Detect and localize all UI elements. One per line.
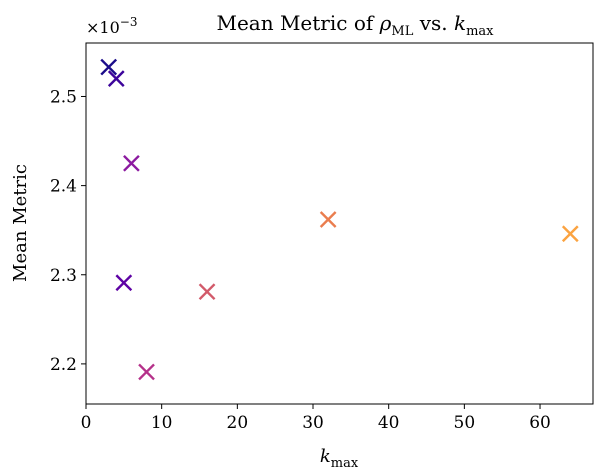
data-point (138, 363, 155, 381)
x-label-k: k (320, 446, 331, 467)
x-label-subscript: max (331, 456, 359, 470)
x-tick-label: 10 (151, 413, 173, 433)
data-point (198, 283, 216, 301)
y-tick-label: 2.4 (50, 177, 77, 197)
x-tick-label: 40 (378, 413, 400, 433)
y-tick-label: 2.5 (50, 87, 77, 107)
chart-title: Mean Metric of ρML vs. kmax (216, 11, 494, 39)
y-tick-label: 2.3 (50, 266, 77, 286)
y-offset-exponent: −3 (120, 15, 138, 29)
title-prefix: Mean Metric of (216, 11, 379, 35)
title-k-subscript: max (466, 24, 494, 39)
x-axis-ticks: 0 10 20 30 40 50 60 (81, 404, 551, 433)
data-points (100, 58, 579, 381)
title-middle: vs. (413, 11, 454, 35)
data-point (107, 70, 125, 88)
x-tick-label: 0 (81, 413, 92, 433)
y-offset-base: ×10 (86, 18, 120, 37)
x-tick-label: 50 (454, 413, 476, 433)
y-axis-offset-text: ×10−3 (86, 15, 137, 37)
title-rho-subscript: ML (391, 24, 413, 39)
plot-area-frame (85, 42, 594, 405)
x-tick-label: 60 (529, 413, 551, 433)
y-axis-ticks: 2.2 2.3 2.4 2.5 (50, 87, 86, 375)
x-tick-label: 20 (227, 413, 249, 433)
data-point (561, 225, 579, 243)
title-k: k (454, 11, 466, 35)
y-tick-label: 2.2 (50, 355, 77, 375)
y-axis-label: Mean Metric (10, 164, 31, 282)
x-tick-label: 30 (302, 413, 324, 433)
x-axis-label: kmax (320, 446, 359, 470)
title-rho: ρ (379, 11, 392, 35)
data-point (115, 274, 133, 292)
data-point (100, 58, 118, 76)
data-point (123, 154, 140, 172)
data-point (319, 211, 337, 228)
